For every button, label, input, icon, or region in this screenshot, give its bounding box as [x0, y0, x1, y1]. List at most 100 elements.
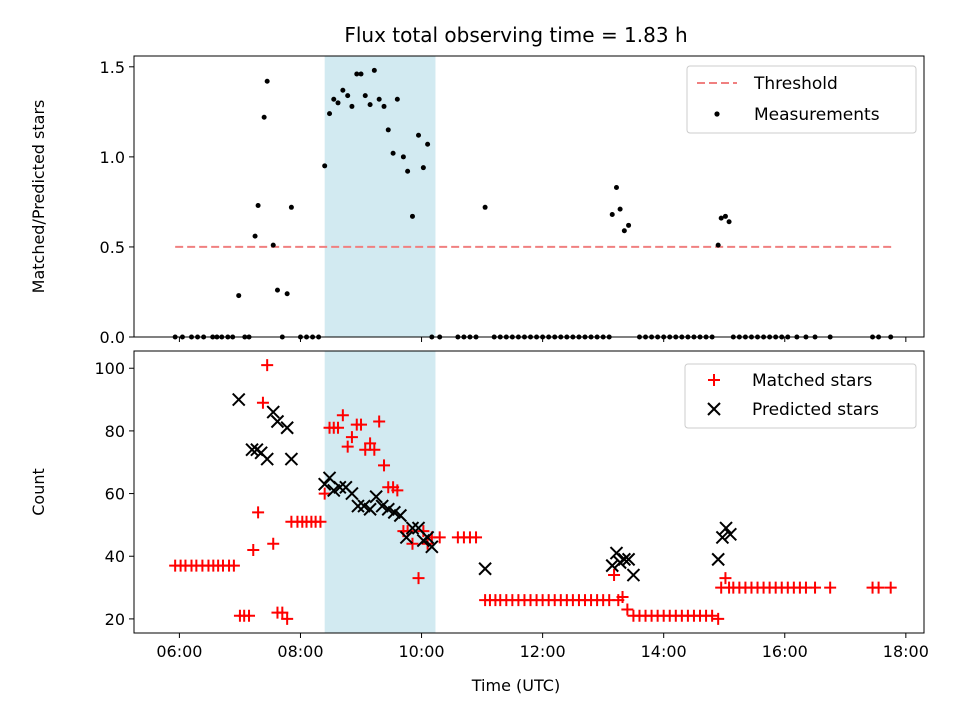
predicted-star-point — [621, 552, 636, 567]
predicted-star-point — [260, 452, 274, 466]
measurement-point — [405, 168, 411, 174]
matched-star-point — [276, 606, 289, 619]
predicted-star-point — [266, 405, 280, 419]
measurement-point — [420, 165, 426, 171]
predicted-star-point — [723, 527, 737, 542]
x-tick-label: 12:00 — [520, 642, 566, 661]
legend-matched-label: Matched stars — [752, 371, 872, 391]
measurement-point — [715, 242, 721, 248]
matched-star-point — [470, 531, 483, 544]
measurement-point — [482, 204, 488, 210]
matched-star-point — [824, 581, 837, 594]
measurement-point — [255, 203, 261, 209]
measurement-point — [270, 242, 276, 248]
y-tick-label: 1.5 — [100, 58, 125, 77]
measurement-point — [381, 103, 387, 109]
matched-star-point — [345, 431, 358, 444]
predicted-star-point — [425, 540, 439, 554]
measurement-point — [362, 93, 368, 99]
matched-star-point — [719, 572, 732, 585]
measurement-point — [385, 127, 391, 133]
x-tick-label: 16:00 — [762, 642, 808, 661]
measurement-point — [371, 67, 377, 73]
matched-star-point — [261, 359, 274, 372]
legend-box — [684, 363, 917, 429]
legend-measurements-label: Measurements — [754, 105, 880, 125]
measurement-point — [331, 96, 337, 102]
y-tick-label: 60 — [105, 485, 125, 504]
predicted-star-point — [333, 480, 347, 495]
measurement-point — [264, 78, 270, 84]
measurement-point — [613, 184, 619, 190]
measurement-point — [617, 206, 623, 212]
predicted-star-point — [478, 562, 492, 576]
top-legend: Threshold Measurements — [686, 65, 917, 134]
legend-predicted-swatch — [707, 402, 721, 416]
y-tick-label: 0.0 — [100, 328, 125, 347]
y-tick-label: 80 — [105, 422, 125, 441]
predicted-star-point — [280, 421, 294, 435]
matched-star-point — [433, 531, 446, 544]
measurement-point — [345, 93, 351, 99]
matched-star-point — [872, 581, 885, 594]
predicted-star-point — [270, 414, 285, 429]
measurement-point — [354, 71, 360, 77]
bottom-axes-ticks: 20 40 60 80 100 06:00 08:00 10:00 12:00 14:00 16:0… — [94, 359, 928, 661]
matched-star-point — [364, 437, 377, 450]
matched-star-point — [318, 487, 331, 500]
predicted-star-point — [609, 546, 624, 560]
measurement-point — [390, 150, 396, 156]
top-axes-frame — [133, 55, 925, 338]
matched-star-point — [227, 559, 240, 572]
top-axes-ticks: 0.0 0.5 1.0 1.5 — [100, 58, 907, 347]
chart-title: Flux total observing time = 1.83 h — [344, 23, 687, 47]
y-tick-label: 100 — [94, 359, 125, 378]
matched-star-point — [616, 590, 629, 603]
predicted-star-point — [351, 499, 365, 513]
matched-star-point — [391, 484, 404, 497]
matched-star-point — [256, 396, 269, 409]
predicted-star-point — [369, 489, 383, 504]
bottom-legend: Matched stars Predicted stars — [684, 363, 917, 429]
measurement-point — [400, 154, 406, 160]
measurement-point — [261, 114, 267, 120]
bottom-y-axis-label: Count — [29, 468, 48, 516]
bottom-axes-frame — [133, 350, 925, 634]
measurement-point — [252, 233, 258, 239]
legend-predicted-label: Predicted stars — [752, 400, 879, 420]
measurement-point — [726, 219, 732, 225]
top-y-axis-label: Matched/Predicted stars — [29, 100, 48, 294]
measurement-point — [416, 132, 422, 138]
matched-star-point — [314, 515, 327, 528]
matched-star-point — [406, 537, 419, 550]
top-panel: 0.0 0.5 1.0 1.5 Matched/Predicted stars Thr… — [29, 55, 925, 347]
matched-star-point — [355, 418, 368, 431]
measurement-point — [288, 204, 294, 210]
x-tick-label: 18:00 — [883, 642, 929, 661]
predicted-star-point — [317, 477, 332, 491]
predicted-star-point — [399, 530, 414, 545]
legend-matched-swatch — [708, 374, 720, 386]
predicted-star-point — [363, 502, 377, 516]
measurement-point — [236, 293, 242, 299]
measurement-point — [722, 213, 728, 219]
matched-star-point — [417, 525, 430, 538]
legend-threshold-label: Threshold — [753, 74, 838, 94]
measurement-point — [376, 96, 382, 102]
measurement-point — [394, 96, 400, 102]
x-tick-label: 08:00 — [277, 642, 323, 661]
measurement-point — [274, 287, 280, 293]
matched-star-point — [336, 409, 349, 422]
matched-star-point — [368, 443, 381, 456]
matched-star-point — [608, 569, 621, 582]
measurement-point — [425, 141, 431, 147]
y-tick-label: 20 — [105, 610, 125, 629]
predicted-star-point — [284, 452, 299, 466]
predicted-star-point — [345, 486, 359, 501]
predicted-star-point — [605, 558, 619, 573]
measurement-point — [626, 222, 632, 228]
matched-star-point — [332, 421, 345, 434]
matched-star-point — [267, 537, 280, 550]
measurement-point — [322, 163, 328, 169]
